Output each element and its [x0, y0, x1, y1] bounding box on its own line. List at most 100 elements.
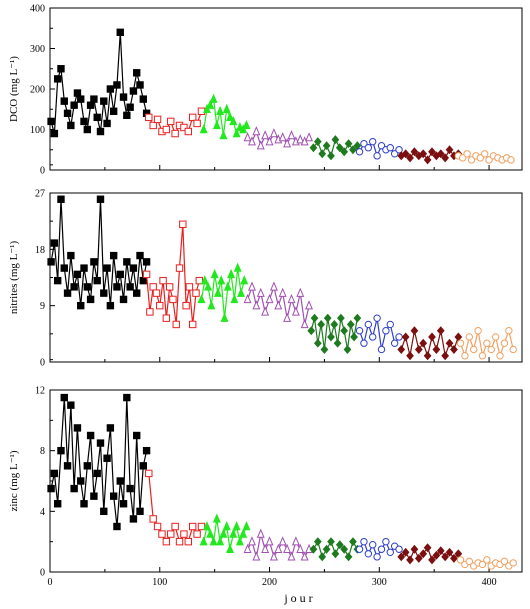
data-point [209, 93, 218, 103]
data-point [243, 543, 252, 553]
data-point [123, 393, 131, 402]
data-point [456, 339, 465, 347]
data-point [476, 154, 484, 162]
data-point [309, 544, 318, 554]
data-point [113, 522, 121, 531]
x-tick-label: 200 [262, 577, 277, 588]
series-line [358, 540, 400, 559]
data-point [86, 101, 95, 109]
data-point [305, 300, 314, 310]
data-point [213, 287, 222, 297]
data-point [60, 264, 68, 272]
data-point [265, 136, 274, 146]
y-tick-label: 400 [30, 4, 45, 15]
data-point [344, 139, 353, 149]
data-point [103, 119, 111, 128]
data-point [445, 338, 454, 348]
data-point [441, 153, 450, 163]
data-point [278, 132, 287, 142]
data-point [109, 492, 118, 500]
y-tick-label: 8 [40, 446, 45, 457]
data-point [47, 258, 55, 266]
x-tick-label: 300 [372, 577, 387, 588]
data-point [113, 81, 121, 89]
data-point [199, 124, 208, 134]
data-point [204, 281, 213, 291]
data-point [116, 477, 124, 485]
series-line [50, 397, 148, 527]
data-point [192, 289, 200, 297]
data-point [226, 543, 234, 553]
data-point [313, 537, 322, 547]
series-line [200, 268, 245, 319]
data-point [139, 462, 148, 470]
data-point [423, 155, 432, 165]
data-point [414, 345, 423, 354]
data-point [401, 332, 410, 342]
y-tick-label: 4 [40, 507, 45, 518]
data-point [240, 275, 249, 285]
data-point [169, 295, 177, 304]
y-tick-label: 27 [35, 189, 45, 200]
data-point [175, 264, 184, 272]
data-point [53, 500, 62, 508]
y-axis-title: DCO (mg L⁻¹) [8, 56, 20, 122]
data-point [296, 543, 305, 553]
data-point [344, 552, 353, 562]
data-point [96, 195, 105, 203]
data-point [465, 333, 474, 341]
data-point [474, 327, 482, 335]
data-point [320, 345, 329, 354]
data-point [377, 545, 386, 553]
data-point [296, 134, 305, 144]
data-point [220, 312, 229, 322]
data-point [445, 145, 454, 155]
series-6 [397, 543, 463, 565]
y-axis-title: nitrites (mg L⁻¹) [8, 241, 20, 315]
data-point [507, 156, 515, 164]
data-point [232, 521, 241, 531]
data-point [252, 126, 261, 136]
data-point [152, 289, 161, 297]
data-point [171, 129, 179, 138]
data-point [423, 543, 432, 553]
data-point [70, 484, 78, 493]
data-point [335, 143, 344, 153]
data-point [483, 556, 491, 564]
data-point [67, 401, 75, 409]
series-1 [145, 107, 206, 138]
data-point [70, 283, 78, 291]
data-point [309, 143, 318, 153]
data-point [60, 393, 68, 402]
data-point [305, 132, 314, 142]
data-point [200, 275, 209, 285]
data-point [386, 548, 394, 556]
data-point [465, 557, 474, 566]
data-point [283, 543, 292, 553]
y-tick-label: 200 [30, 85, 45, 96]
data-point [428, 147, 436, 157]
data-point [397, 345, 406, 354]
data-point [364, 320, 373, 329]
data-point [436, 546, 445, 556]
data-point [233, 262, 242, 272]
data-point [96, 439, 105, 447]
data-point [509, 559, 517, 567]
data-point [377, 142, 386, 150]
data-point [410, 147, 419, 157]
y-tick-label: 0 [40, 358, 45, 369]
series-0 [47, 28, 151, 138]
data-point [382, 327, 390, 335]
data-point [239, 528, 248, 538]
data-point [60, 97, 68, 105]
data-point [261, 543, 270, 553]
data-point [373, 152, 381, 160]
data-point [232, 128, 241, 138]
data-point [188, 320, 197, 329]
data-point [96, 127, 105, 136]
data-point [331, 135, 340, 145]
data-point [274, 300, 283, 310]
series-2 [199, 93, 251, 140]
data-point [340, 326, 349, 336]
series-3 [243, 126, 314, 150]
